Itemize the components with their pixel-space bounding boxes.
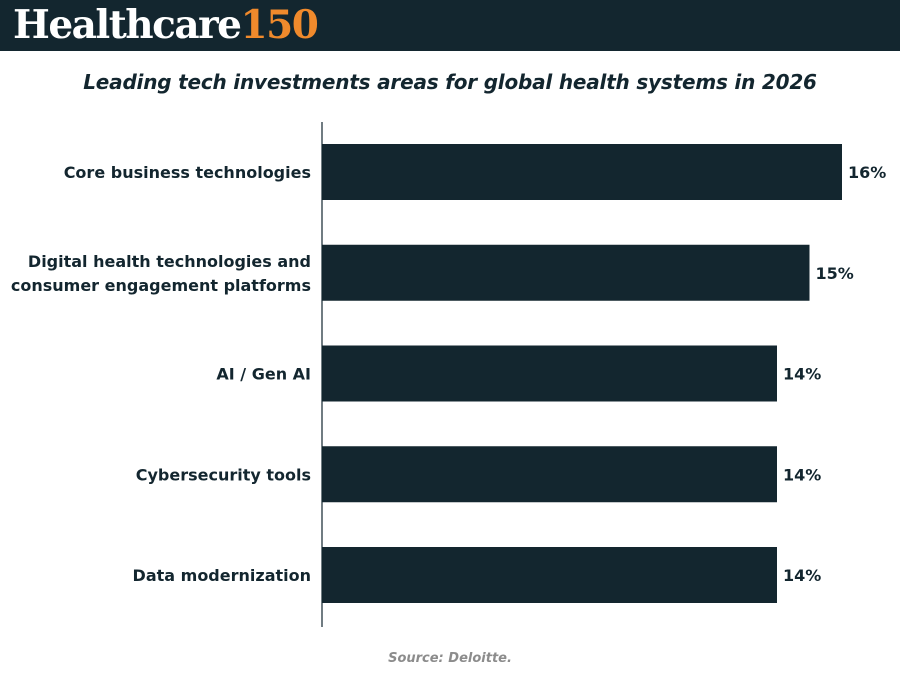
category-label-line: Data modernization [133, 566, 311, 585]
header-bar: Healthcare150 [0, 0, 900, 51]
bar-2 [322, 244, 810, 301]
value-label-1: 16% [848, 163, 886, 182]
value-label-4: 14% [783, 465, 821, 484]
bar-4 [322, 446, 777, 503]
bar-3 [322, 345, 777, 402]
category-label-5: Data modernization [133, 566, 311, 585]
brand-logo-word: Healthcare [13, 2, 242, 48]
category-label-line: AI / Gen AI [216, 365, 311, 384]
value-label-3: 14% [783, 365, 821, 384]
category-label-line: Core business technologies [64, 163, 311, 182]
chart-title: Leading tech investments areas for globa… [83, 70, 817, 94]
brand-logo-number: 150 [240, 2, 319, 48]
source-note: Source: Deloitte. [388, 651, 512, 666]
category-label-3: AI / Gen AI [216, 365, 311, 384]
category-label-line: Cybersecurity tools [136, 465, 311, 484]
bar-5 [322, 547, 777, 603]
category-label-1: Core business technologies [64, 163, 311, 182]
category-label-line: Digital health technologies and [28, 252, 311, 271]
category-label-line: consumer engagement platforms [11, 276, 311, 295]
category-label-4: Cybersecurity tools [136, 465, 311, 484]
bar-1 [322, 144, 842, 200]
value-label-2: 15% [816, 264, 854, 283]
category-label-2: Digital health technologies and consumer … [11, 252, 311, 295]
value-label-5: 14% [783, 566, 821, 585]
brand-logo: Healthcare150 [13, 1, 319, 49]
